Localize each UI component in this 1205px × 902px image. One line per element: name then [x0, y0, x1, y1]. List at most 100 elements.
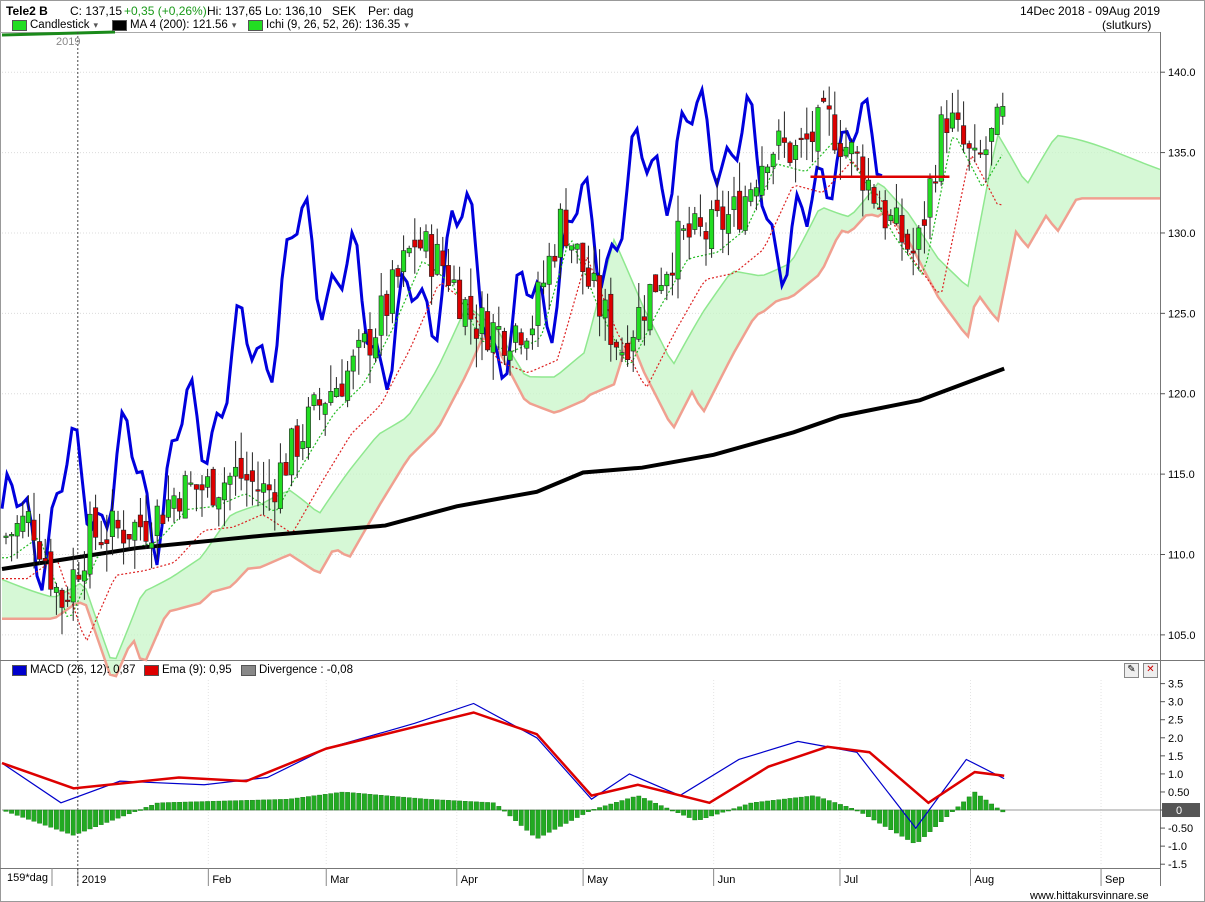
legend-candlestick[interactable]: Candlestick ▾ — [12, 19, 98, 31]
price-type-label: (slutkurs) — [1102, 18, 1152, 32]
candle-body-36 — [205, 476, 211, 488]
histogram-bar-49 — [278, 799, 283, 811]
histogram-bar-85 — [479, 801, 485, 811]
candle-body-83 — [468, 295, 474, 320]
year-marker: 2019 — [56, 36, 81, 48]
legend-macd[interactable]: MACD (26, 12): 0,87 — [12, 664, 135, 676]
histogram-bar-130 — [731, 808, 737, 811]
close-icon[interactable]: ✕ — [1143, 663, 1158, 678]
legend-ema[interactable]: Ema (9): 0,95 — [144, 664, 232, 676]
candle-body-155 — [871, 187, 877, 204]
candle-body-126 — [709, 209, 715, 250]
x-tick-label-6: Jul — [844, 874, 858, 886]
candle-body-55 — [311, 394, 317, 406]
histogram-bar-89 — [502, 809, 507, 812]
histogram-bar-141 — [793, 797, 799, 811]
macd-y-tick-label-2: 2.5 — [1168, 715, 1183, 727]
candle-body-11 — [65, 599, 71, 602]
histogram-bar-124 — [698, 809, 703, 820]
histogram-bar-157 — [882, 809, 888, 827]
histogram-bar-93 — [524, 809, 530, 831]
histogram-bar-9 — [54, 809, 59, 830]
histogram-bar-122 — [686, 809, 692, 818]
candle-body-72 — [406, 247, 412, 254]
candle-body-84 — [473, 328, 479, 339]
candle-body-98 — [552, 255, 558, 262]
histogram-bar-36 — [205, 801, 210, 811]
legend-divergence-label: Divergence : -0,08 — [259, 664, 353, 676]
candle-body-113 — [636, 307, 642, 340]
candle-body-124 — [697, 217, 703, 227]
candle-body-128 — [720, 206, 726, 230]
candle-body-69 — [389, 269, 395, 314]
histogram-bar-14 — [81, 809, 87, 832]
period-label: Per: dag — [368, 4, 414, 18]
candle-body-161 — [905, 233, 911, 250]
histogram-bar-41 — [233, 800, 238, 811]
chevron-down-icon[interactable]: ▾ — [231, 19, 237, 30]
legend-divergence[interactable]: Divergence : -0,08 — [241, 664, 353, 676]
macd-line — [1, 702, 1005, 830]
ichimoku-cloud — [2, 134, 1160, 677]
histogram-bar-177 — [994, 807, 1000, 811]
chevron-down-icon[interactable]: ▾ — [93, 19, 98, 30]
histogram-bar-27 — [154, 802, 160, 811]
divergence-swatch — [241, 664, 256, 676]
candle-body-30 — [171, 495, 177, 509]
candle-body-9 — [53, 587, 59, 593]
candle-body-178 — [1000, 106, 1006, 117]
candle-body-64 — [361, 333, 367, 343]
histogram-bar-45 — [255, 799, 261, 811]
candle-body-89 — [501, 330, 507, 356]
candle-body-4 — [25, 511, 31, 523]
candle-body-24 — [137, 514, 143, 528]
candles — [3, 86, 1006, 635]
histogram-bar-52 — [294, 797, 300, 811]
candle-body-133 — [748, 189, 754, 202]
histogram-bar-84 — [474, 801, 479, 811]
histogram-bar-54 — [306, 796, 311, 811]
candle-body-101 — [569, 245, 575, 251]
candle-body-145 — [815, 107, 821, 152]
candle-body-99 — [557, 208, 563, 258]
histogram-bar-119 — [670, 809, 675, 812]
histogram-bar-143 — [804, 796, 810, 811]
macd-histogram — [3, 791, 1006, 844]
legend-ichimoku[interactable]: Ichi (9, 26, 52, 26): 136.35 ▾ — [248, 19, 409, 31]
histogram-bar-116 — [653, 802, 659, 811]
wrench-icon[interactable]: ✎ — [1124, 663, 1139, 678]
candle-body-67 — [378, 295, 384, 336]
histogram-bar-23 — [132, 809, 138, 812]
candle-body-106 — [597, 275, 603, 317]
legend-ma[interactable]: MA 4 (200): 121.56 ▾ — [112, 19, 236, 31]
chevron-down-icon[interactable]: ▾ — [404, 19, 409, 30]
candle-body-167 — [938, 114, 944, 182]
legend-ema-label: Ema (9): 0,95 — [162, 664, 232, 676]
candle-body-140 — [787, 142, 793, 163]
candle-body-56 — [317, 399, 323, 406]
candle-body-1 — [9, 534, 15, 537]
candle-body-135 — [759, 165, 765, 196]
candle-body-44 — [249, 470, 255, 482]
histogram-bar-3 — [20, 809, 26, 818]
candle-body-61 — [345, 370, 351, 401]
histogram-bar-96 — [541, 809, 547, 836]
histogram-bar-132 — [742, 804, 748, 811]
candle-body-79 — [445, 265, 451, 286]
source-label: www.hittakursvinnare.se — [1030, 890, 1149, 902]
legend-ichimoku-label: Ichi (9, 26, 52, 26): 136.35 — [266, 19, 401, 31]
candle-body-15 — [87, 513, 93, 575]
candle-body-146 — [821, 97, 827, 102]
histogram-bar-79 — [446, 800, 451, 811]
histogram-bar-145 — [815, 796, 821, 811]
candle-body-134 — [753, 187, 759, 197]
zero-label-bg — [1162, 803, 1200, 818]
histogram-bar-112 — [630, 796, 636, 811]
candle-body-76 — [429, 234, 435, 277]
histogram-bar-104 — [586, 809, 591, 812]
candle-body-23 — [132, 521, 138, 541]
histogram-bar-178 — [1000, 809, 1006, 813]
candle-body-78 — [440, 250, 446, 267]
histogram-bar-29 — [165, 802, 171, 811]
histogram-bar-19 — [109, 809, 115, 821]
